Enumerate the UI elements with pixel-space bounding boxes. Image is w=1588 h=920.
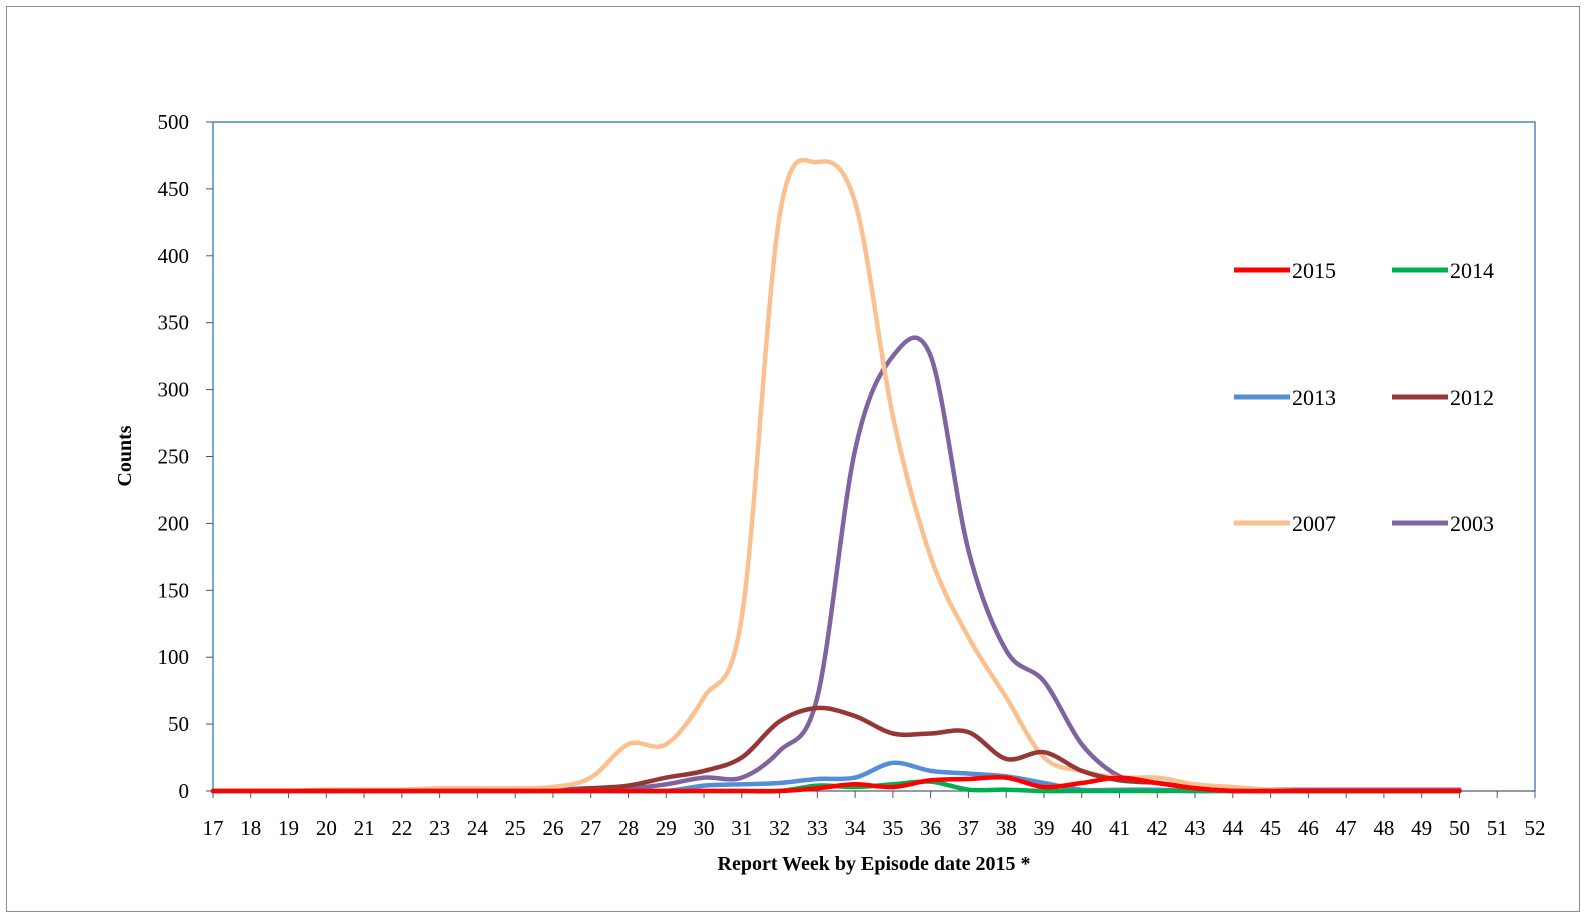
- x-tick-label: 52: [1525, 816, 1546, 840]
- y-tick-label: 350: [158, 311, 190, 335]
- x-tick-label: 23: [429, 816, 450, 840]
- x-tick-label: 38: [996, 816, 1017, 840]
- x-tick-label: 24: [467, 816, 489, 840]
- legend: 2015 2014 2013 2012 2007 2003: [1234, 258, 1494, 536]
- x-tick-label: 20: [316, 816, 337, 840]
- x-tick-label: 32: [769, 816, 790, 840]
- x-tick-label: 51: [1487, 816, 1508, 840]
- legend-label-2003: 2003: [1450, 511, 1494, 536]
- x-tick-label: 39: [1033, 816, 1054, 840]
- x-tick-label: 18: [240, 816, 261, 840]
- legend-label-2015: 2015: [1292, 258, 1336, 283]
- plot-area: [212, 121, 1536, 792]
- chart-frame: [6, 6, 1580, 912]
- x-tick-label: 50: [1449, 816, 1470, 840]
- x-tick-label: 26: [542, 816, 563, 840]
- legend-label-2013: 2013: [1292, 385, 1336, 410]
- x-tick-label: 37: [958, 816, 979, 840]
- x-tick-label: 49: [1411, 816, 1432, 840]
- x-tick-label: 40: [1071, 816, 1092, 840]
- x-tick-label: 46: [1298, 816, 1319, 840]
- x-axis-title: Report Week by Episode date 2015 *: [718, 853, 1031, 875]
- series-line-2015: [210, 774, 1462, 794]
- y-tick-label: 150: [158, 578, 190, 602]
- x-tick-label: 42: [1147, 816, 1168, 840]
- legend-label-2014: 2014: [1450, 258, 1494, 283]
- x-tick-label: 17: [203, 816, 224, 840]
- x-tick-label: 28: [618, 816, 639, 840]
- y-axis: 0 50 100 150 200 250 300 350 400 450 500: [158, 110, 213, 803]
- x-tick-label: 22: [391, 816, 412, 840]
- x-tick-label: 30: [694, 816, 715, 840]
- x-tick-label: 19: [278, 816, 299, 840]
- x-tick-label: 48: [1373, 816, 1394, 840]
- x-tick-label: 33: [807, 816, 828, 840]
- x-axis: 17 18 19 20 21 22 23 24 25 26 27 28 29 30 31 32 33 34 35 36…: [203, 790, 1546, 840]
- x-tick-label: 21: [354, 816, 375, 840]
- y-axis-title: Counts: [114, 425, 136, 486]
- x-tick-label: 36: [920, 816, 941, 840]
- y-tick-label: 0: [179, 779, 190, 803]
- x-tick-label: 47: [1336, 816, 1357, 840]
- y-tick-label: 450: [158, 177, 190, 201]
- y-tick-label: 300: [158, 378, 190, 402]
- legend-label-2007: 2007: [1292, 511, 1336, 536]
- x-tick-label: 41: [1109, 816, 1130, 840]
- x-tick-label: 45: [1260, 816, 1281, 840]
- x-tick-label: 27: [580, 816, 601, 840]
- x-tick-label: 34: [845, 816, 867, 840]
- y-tick-label: 400: [158, 244, 190, 268]
- series-line-2007: [210, 157, 1462, 794]
- x-tick-label: 25: [505, 816, 526, 840]
- x-tick-label: 29: [656, 816, 677, 840]
- x-tick-label: 43: [1185, 816, 1206, 840]
- y-tick-label: 200: [158, 511, 190, 535]
- x-tick-label: 35: [882, 816, 903, 840]
- series-layer: [210, 157, 1462, 794]
- y-tick-label: 50: [168, 712, 189, 736]
- x-tick-label: 44: [1222, 816, 1244, 840]
- x-tick-label: 31: [731, 816, 752, 840]
- series-line-2003: [210, 335, 1462, 794]
- y-tick-label: 500: [158, 110, 190, 134]
- y-tick-label: 100: [158, 645, 190, 669]
- y-tick-label: 250: [158, 445, 190, 469]
- legend-label-2012: 2012: [1450, 385, 1494, 410]
